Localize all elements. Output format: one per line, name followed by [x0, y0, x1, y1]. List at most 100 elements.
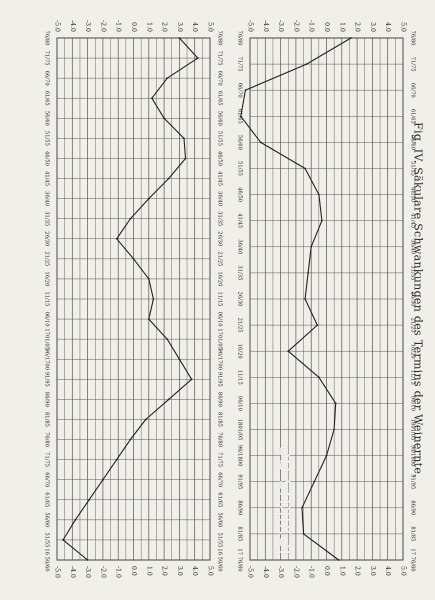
data-point [313, 480, 316, 483]
x-tick-label: 86/90 [410, 500, 416, 515]
y-tick-label: 3.0 [369, 22, 376, 32]
y-tick-label: 5.0 [400, 566, 407, 576]
y-tick-label: -5.0 [54, 566, 61, 578]
x-tick-label: 76/80 [44, 31, 50, 46]
data-point [178, 358, 181, 361]
data-point [305, 63, 308, 65]
data-point [321, 219, 323, 222]
data-point [350, 37, 352, 39]
y-tick-label: -1.0 [115, 566, 122, 578]
y-tick-label: 1.0 [338, 22, 345, 32]
x-tick-label: 41/45 [237, 213, 243, 228]
x-tick-label: 86/90 [44, 392, 50, 407]
x-tick-label: 96/1800 [410, 445, 416, 467]
x-tick-label: 61/65 [410, 109, 416, 124]
x-tick-label: 91/95 [44, 372, 50, 387]
y-tick-label: 0.0 [130, 22, 137, 32]
data-point [239, 115, 242, 118]
y-tick-label: 5.0 [207, 566, 214, 576]
x-tick-label: 51/55 [44, 131, 50, 146]
x-tick-label: 51/55 [217, 131, 223, 146]
y-tick-label: 0.0 [130, 566, 137, 576]
x-tick-label: 16 50/60 [44, 548, 50, 571]
x-tick-label: 16/20 [237, 344, 243, 359]
x-tick-label: 56/60 [237, 135, 243, 150]
x-tick-label: 16/20 [410, 344, 416, 359]
x-tick-label: 11/15 [44, 292, 50, 307]
x-tick-label: 51/55 [44, 532, 50, 547]
data-point [307, 272, 310, 274]
x-tick-label: 71/75 [237, 57, 243, 72]
x-tick-label: 66/70 [410, 83, 416, 98]
x-tick-label: 96/1700 [217, 348, 223, 370]
y-tick-label: -2.0 [99, 20, 106, 32]
y-tick-label: 0.0 [323, 566, 330, 576]
y-tick-label: -5.0 [247, 20, 254, 32]
y-tick-label: 1.0 [145, 566, 152, 576]
y-tick-label: -5.0 [247, 566, 254, 578]
x-tick-label: 91/95 [217, 372, 223, 387]
y-tick-label: -3.0 [84, 566, 91, 578]
y-tick-label: 4.0 [384, 566, 391, 576]
data-point [150, 97, 153, 100]
data-point [88, 498, 91, 501]
y-tick-label: 3.0 [176, 22, 183, 32]
x-tick-label: 96/1700 [44, 348, 50, 370]
x-tick-label: 16/20 [44, 271, 50, 286]
y-tick-label: -4.0 [262, 20, 269, 32]
x-tick-label: 36/40 [44, 191, 50, 206]
x-tick-label: 31/35 [410, 265, 416, 280]
y-tick-label: 2.0 [161, 22, 168, 32]
x-tick-label: 06/10 [410, 396, 416, 411]
x-tick-label: 66/70 [237, 83, 243, 98]
x-tick-label: 21/25 [44, 251, 50, 266]
x-tick-label: 91/95 [237, 474, 243, 489]
x-tick-label: 21/25 [410, 318, 416, 333]
chart-1: -5.0 -5.0 -4.0 -4.0 -3.0 -3.0 -2.0 -2.0 -1.0 -1.0… [44, 20, 223, 578]
data-point [287, 350, 290, 353]
x-tick-label: 26/30 [237, 292, 243, 307]
x-tick-label: 91/95 [410, 474, 416, 489]
x-tick-label: 56/60 [217, 111, 223, 126]
y-tick-label: -4.0 [69, 20, 76, 32]
y-tick-label: -3.0 [84, 20, 91, 32]
x-tick-label: 71/75 [44, 51, 50, 66]
x-tick-label: 61/65 [237, 109, 243, 124]
data-point [115, 237, 118, 240]
y-tick-label: -3.0 [277, 566, 284, 578]
y-tick-label: -1.0 [308, 566, 315, 578]
data-point [147, 278, 150, 280]
x-tick-label: 1701/05 [44, 328, 50, 350]
x-tick-label: 81/85 [237, 526, 243, 541]
x-tick-label: 41/45 [44, 171, 50, 186]
x-tick-label: 71/75 [217, 452, 223, 467]
x-tick-label: 61/65 [44, 91, 50, 106]
data-point [337, 559, 340, 561]
data-point [304, 167, 306, 170]
y-tick-label: 1.0 [338, 566, 345, 576]
x-tick-label: 36/40 [410, 239, 416, 254]
data-point [302, 533, 305, 535]
x-tick-label: 66/70 [217, 71, 223, 86]
x-tick-label: 71/75 [217, 51, 223, 66]
x-tick-label: 11/15 [237, 370, 243, 385]
data-point [74, 518, 77, 521]
data-point [244, 89, 247, 92]
data-point [166, 77, 169, 80]
x-tick-label: 56/60 [44, 111, 50, 126]
x-tick-label: 36/40 [217, 191, 223, 206]
data-point [152, 298, 155, 300]
x-tick-label: 06/10 [217, 312, 223, 327]
x-tick-label: 71/75 [44, 452, 50, 467]
x-tick-label: 17 76/80 [237, 548, 243, 571]
x-tick-label: 76/80 [237, 31, 243, 46]
x-tick-label: 51/55 [410, 161, 416, 176]
data-point [144, 418, 147, 421]
y-tick-label: 5.0 [207, 22, 214, 32]
y-tick-label: -5.0 [54, 20, 61, 32]
y-tick-label: 2.0 [354, 566, 361, 576]
y-tick-label: -4.0 [69, 566, 76, 578]
data-point [102, 478, 104, 481]
